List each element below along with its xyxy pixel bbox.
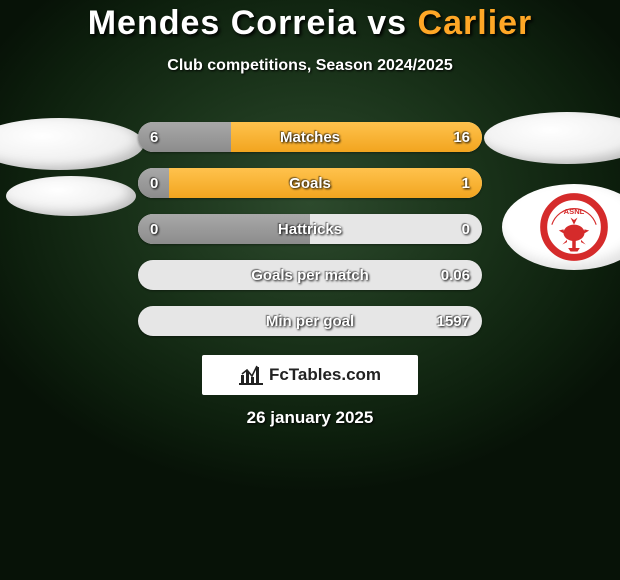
club-a-logo-2 [6, 176, 136, 216]
stat-row: 0.06Goals per match [138, 260, 482, 290]
stat-label: Min per goal [138, 306, 482, 336]
stat-label: Goals per match [138, 260, 482, 290]
club-b-logo-2 [502, 184, 620, 270]
comparison-bars: 616Matches01Goals00Hattricks0.06Goals pe… [138, 122, 482, 352]
comparison-infographic: Mendes Correia vs Carlier Club competiti… [0, 0, 620, 580]
snapshot-date: 26 january 2025 [0, 408, 620, 428]
bar-chart-icon [239, 365, 263, 385]
asnl-badge-icon: ASNL [512, 192, 620, 262]
stat-row: 1597Min per goal [138, 306, 482, 336]
brand-badge: FcTables.com [202, 355, 418, 395]
svg-text:ASNL: ASNL [564, 207, 585, 216]
left-value: 0 [150, 168, 158, 198]
left-segment [138, 214, 310, 244]
subtitle: Club competitions, Season 2024/2025 [0, 57, 620, 75]
vs-text: vs [367, 4, 407, 42]
right-value: 1597 [437, 306, 470, 336]
right-segment [169, 168, 482, 198]
right-value: 16 [453, 122, 470, 152]
right-value: 0.06 [441, 260, 470, 290]
left-value: 6 [150, 122, 158, 152]
right-segment [231, 122, 482, 152]
club-a-logo-1 [0, 118, 144, 170]
page-title: Mendes Correia vs Carlier [0, 0, 620, 43]
right-value: 0 [462, 214, 470, 244]
brand-text: FcTables.com [269, 365, 381, 385]
player-b-name: Carlier [418, 4, 533, 42]
stat-row: 616Matches [138, 122, 482, 152]
player-a-name: Mendes Correia [88, 4, 357, 42]
left-value: 0 [150, 214, 158, 244]
stat-row: 01Goals [138, 168, 482, 198]
club-b-logo-1 [484, 112, 620, 164]
right-value: 1 [462, 168, 470, 198]
stat-row: 00Hattricks [138, 214, 482, 244]
